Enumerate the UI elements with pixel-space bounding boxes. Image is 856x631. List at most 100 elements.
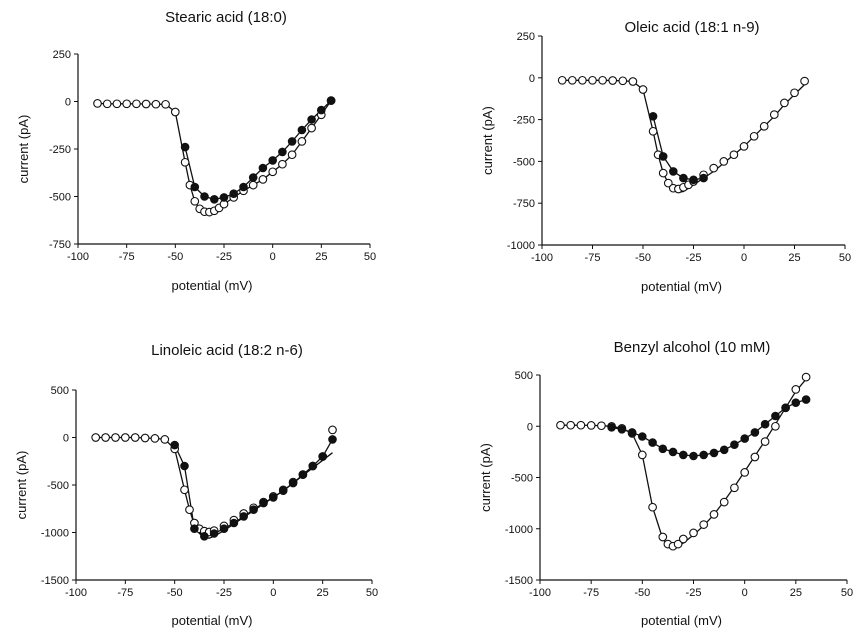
data-point-open: [268, 167, 278, 177]
chart-panel: Benzyl alcohol (10 mM) -100 -75 -50 -25 0 25 50…: [478, 339, 853, 628]
data-point-filled: [287, 137, 297, 146]
y-axis-label: current (pA): [16, 115, 31, 184]
data-point-filled: [297, 125, 307, 135]
data-point-filled: [180, 461, 189, 471]
data-point-filled: [278, 147, 287, 157]
data-point-open: [790, 88, 799, 98]
data-point-open: [618, 76, 628, 86]
data-point-open: [557, 75, 567, 85]
x-tick-label: -25: [686, 252, 702, 264]
chart-panel: Oleic acid (18:1 n-9)-100 -75 -50 -25 0 25 50-…: [480, 19, 851, 294]
data-point-filled: [648, 438, 657, 447]
chart-title: Oleic acid (18:1 n-9): [624, 19, 759, 36]
data-point-open: [556, 420, 565, 430]
x-tick-label: -75: [585, 252, 601, 264]
data-point-filled: [249, 505, 258, 515]
y-axis-label: current (pA): [478, 443, 493, 512]
data-point-open: [628, 77, 638, 86]
data-point-filled: [699, 450, 709, 460]
data-point-open: [297, 137, 307, 146]
x-tick-label: 0: [741, 252, 747, 264]
data-point-filled: [298, 470, 308, 479]
data-point-open: [576, 420, 586, 430]
data-point-filled: [308, 461, 318, 471]
y-tick-label: 0: [527, 421, 533, 433]
data-point-filled: [209, 529, 219, 538]
data-point-open: [739, 142, 749, 151]
data-point-filled: [258, 163, 268, 173]
x-tick-label: -25: [686, 587, 702, 599]
fit-line-open: [95, 436, 333, 539]
y-tick-label: -500: [513, 156, 535, 168]
x-tick-label: 50: [839, 252, 851, 264]
data-point-open: [132, 99, 141, 109]
y-tick-label: 500: [51, 385, 69, 397]
data-point-open: [588, 75, 597, 85]
x-tick-label: 0: [270, 587, 276, 599]
data-point-open: [769, 110, 779, 119]
data-point-open: [287, 150, 297, 160]
data-point-filled: [278, 486, 288, 496]
data-point-filled: [771, 411, 780, 421]
x-tick-label: 25: [790, 587, 802, 599]
data-point-open: [122, 99, 132, 109]
data-point-open: [111, 433, 120, 442]
x-tick-label: -25: [216, 587, 232, 599]
data-point-filled: [248, 173, 258, 182]
x-tick-label: 50: [841, 587, 853, 599]
data-point-open: [658, 168, 668, 178]
x-axis-label: potential (mV): [172, 278, 253, 293]
data-point-filled: [730, 440, 739, 450]
data-point-open: [759, 121, 769, 131]
y-tick-label: 250: [53, 49, 71, 61]
data-point-filled: [781, 403, 790, 413]
data-point-filled: [328, 435, 337, 444]
data-point-open: [258, 175, 268, 184]
data-point-open: [578, 75, 587, 85]
data-point-filled: [239, 182, 248, 192]
chart-panel: Stearic acid (18:0)-100 -75 -50 -25 0 25 50-75…: [16, 9, 376, 293]
data-point-filled: [607, 423, 616, 432]
data-point-filled: [190, 524, 199, 534]
data-point-filled: [210, 195, 219, 204]
y-tick-label: -250: [49, 144, 71, 156]
x-tick-label: 50: [364, 251, 376, 263]
x-tick-label: 25: [788, 252, 800, 264]
y-tick-label: -1500: [505, 575, 533, 587]
data-point-filled: [219, 193, 229, 202]
data-point-open: [730, 483, 739, 493]
data-point-open: [709, 163, 719, 173]
data-point-filled: [190, 182, 200, 192]
data-point-open: [278, 159, 287, 169]
x-axis-label: potential (mV): [641, 613, 722, 628]
data-point-filled: [679, 173, 688, 183]
data-point-filled: [668, 447, 678, 457]
x-tick-label: 25: [315, 251, 327, 263]
data-point-open: [709, 510, 719, 519]
data-point-open: [160, 435, 170, 444]
fit-line-open: [560, 378, 807, 548]
y-tick-label: -750: [513, 198, 535, 210]
data-point-open: [760, 437, 770, 446]
x-tick-label: 50: [366, 587, 378, 599]
data-point-open: [673, 539, 683, 549]
data-point-filled: [658, 152, 668, 161]
data-point-open: [140, 433, 150, 443]
data-point-filled: [170, 440, 179, 450]
data-point-filled: [180, 142, 190, 152]
data-point-open: [101, 433, 110, 442]
data-point-open: [566, 420, 576, 430]
data-point-filled: [617, 425, 627, 434]
data-point-filled: [648, 112, 658, 121]
data-point-open: [699, 520, 709, 529]
data-point-filled: [679, 450, 688, 460]
y-tick-label: -500: [49, 192, 71, 204]
data-point-open: [161, 99, 170, 109]
y-axis-label: current (pA): [480, 106, 495, 175]
data-point-filled: [229, 189, 238, 198]
data-point-open: [800, 76, 809, 86]
data-point-filled: [200, 192, 209, 201]
data-point-open: [729, 150, 739, 160]
data-point-open: [638, 85, 648, 94]
